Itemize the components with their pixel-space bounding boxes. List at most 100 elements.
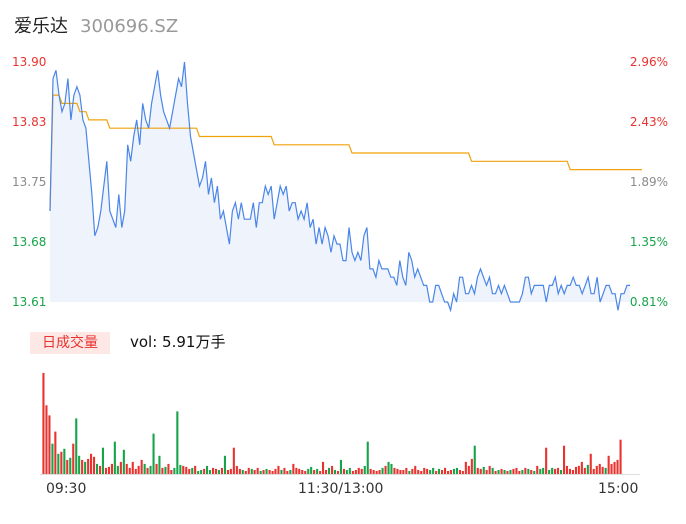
volume-bar xyxy=(554,468,557,474)
volume-bar xyxy=(72,443,75,474)
volume-bar xyxy=(560,470,563,474)
volume-bar xyxy=(435,471,438,474)
volume-bar xyxy=(548,470,551,474)
volume-bar xyxy=(96,463,99,474)
volume-bar xyxy=(295,467,298,474)
volume-bar xyxy=(331,465,334,474)
volume-bar xyxy=(464,461,467,474)
volume-bar xyxy=(316,468,319,474)
volume-bar xyxy=(494,471,497,474)
volume-bar xyxy=(375,471,378,474)
volume-bar xyxy=(402,470,405,474)
volume-bar xyxy=(458,470,461,474)
volume-bar xyxy=(57,453,60,474)
volume-bar xyxy=(325,470,328,474)
volume-bar xyxy=(81,459,84,474)
volume-bar xyxy=(235,465,238,474)
volume-bar xyxy=(90,453,93,474)
volume-bar xyxy=(277,465,280,474)
volume-bar xyxy=(87,458,90,474)
volume-bar xyxy=(259,471,262,474)
volume-bar xyxy=(396,468,399,474)
volume-bar xyxy=(619,439,622,474)
price-panel xyxy=(49,61,642,313)
volume-bar xyxy=(179,464,182,474)
volume-bar xyxy=(131,461,134,474)
volume-bar xyxy=(271,471,274,474)
volume-bar xyxy=(601,466,604,474)
volume-bar xyxy=(411,468,414,474)
volume-bar xyxy=(333,470,336,474)
volume-bar xyxy=(574,466,577,474)
volume-bar xyxy=(565,465,568,474)
volume-bar xyxy=(408,471,411,474)
volume-bar xyxy=(220,467,223,474)
volume-bar xyxy=(348,467,351,474)
volume-bar xyxy=(182,465,185,474)
volume-bar xyxy=(518,471,521,474)
volume-bar xyxy=(66,459,69,474)
volume-bar xyxy=(366,441,369,474)
volume-bar xyxy=(167,463,170,474)
volume-bar xyxy=(390,463,393,474)
volume-bar xyxy=(354,470,357,474)
pct-tick-1: 2.96% xyxy=(629,55,668,69)
volume-bar xyxy=(152,433,155,474)
volume-bar xyxy=(438,468,441,474)
volume-bar xyxy=(473,445,476,474)
volume-bar xyxy=(372,470,375,474)
volume-bar xyxy=(146,467,149,474)
volume-bar xyxy=(420,471,423,474)
volume-bar xyxy=(140,459,143,474)
volume-bar xyxy=(604,467,607,474)
volume-bar xyxy=(319,471,322,474)
volume-bar xyxy=(226,470,229,474)
volume-bar xyxy=(363,465,366,474)
volume-bar xyxy=(215,468,218,474)
volume-bar xyxy=(613,461,616,474)
pct-tick-2: 2.43% xyxy=(629,115,668,129)
volume-bar xyxy=(286,471,289,474)
volume-bar xyxy=(610,463,613,474)
volume-bar xyxy=(342,468,345,474)
price-tick-1: 13.90 xyxy=(12,55,47,69)
volume-bar xyxy=(432,467,435,474)
volume-bar xyxy=(122,449,125,474)
volume-bar xyxy=(551,467,554,474)
pct-tick-5: 0.81% xyxy=(629,295,668,309)
volume-bar xyxy=(265,468,268,474)
volume-bar xyxy=(378,470,381,474)
volume-bar xyxy=(310,466,313,474)
volume-bar xyxy=(488,465,491,474)
volume-bar xyxy=(104,467,107,474)
time-label-open: 09:30 xyxy=(46,481,87,497)
volume-bar xyxy=(476,467,479,474)
volume-bar xyxy=(149,465,152,474)
volume-bar xyxy=(580,461,583,474)
volume-bar xyxy=(304,471,307,474)
price-tick-2: 13.83 xyxy=(12,115,47,129)
volume-bar xyxy=(405,467,408,474)
volume-bar xyxy=(158,455,161,474)
volume-bar xyxy=(54,431,57,474)
volume-bar xyxy=(274,468,277,474)
volume-bar xyxy=(530,470,533,474)
volume-bar xyxy=(429,470,432,474)
volume-bar xyxy=(223,455,226,474)
pct-tick-3: 1.89% xyxy=(629,175,668,189)
volume-bar xyxy=(101,447,104,474)
price-area xyxy=(50,62,630,311)
volume-bar xyxy=(209,470,212,474)
volume-bar xyxy=(164,466,167,474)
volume-bar xyxy=(485,470,488,474)
time-label-close: 15:00 xyxy=(598,481,639,497)
volume-bar xyxy=(616,459,619,474)
volume-bar xyxy=(417,470,420,474)
volume-tab[interactable]: 日成交量 xyxy=(30,332,110,354)
volume-bar xyxy=(447,471,450,474)
volume-bar xyxy=(176,411,179,474)
volume-bar xyxy=(45,405,48,474)
volume-bar xyxy=(93,456,96,474)
volume-bar xyxy=(491,467,494,474)
volume-bar xyxy=(592,468,595,474)
